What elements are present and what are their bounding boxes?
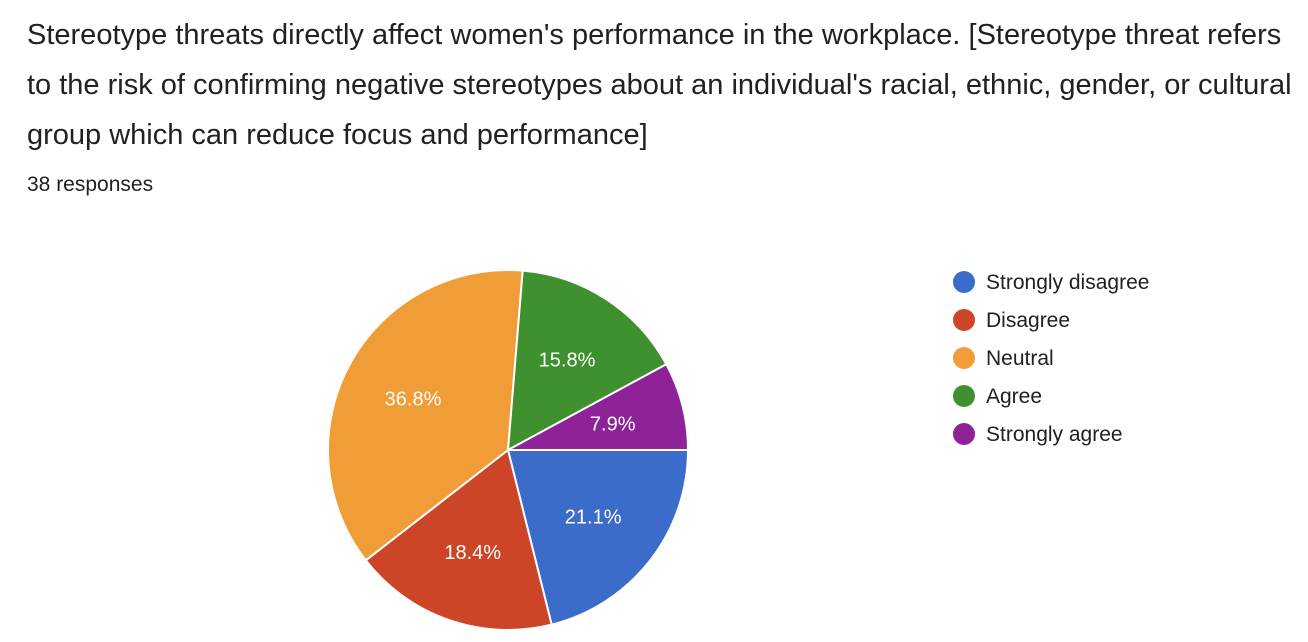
question-title: Stereotype threats directly affect women… bbox=[27, 19, 1292, 151]
slice-label: 36.8% bbox=[385, 389, 442, 411]
slice-label: 7.9% bbox=[590, 413, 636, 435]
legend-swatch bbox=[953, 423, 975, 445]
legend-item[interactable]: Agree bbox=[953, 385, 1042, 408]
pie-slice-strongly-agree[interactable] bbox=[507, 362, 690, 451]
legend-item[interactable]: Strongly agree bbox=[953, 423, 1123, 446]
pie-slice-strongly-disagree[interactable] bbox=[506, 449, 690, 626]
legend-item[interactable]: Disagree bbox=[953, 309, 1070, 332]
legend-label: Disagree bbox=[986, 309, 1070, 332]
pie-slice-agree[interactable] bbox=[506, 269, 668, 452]
pie-slice-disagree[interactable] bbox=[364, 448, 553, 631]
pie-labels: 21.1% 18.4% 36.8% 15.8% 7.9% bbox=[385, 350, 636, 565]
slice-label: 21.1% bbox=[565, 506, 622, 528]
slice-label: 18.4% bbox=[444, 542, 501, 564]
legend-label: Strongly disagree bbox=[986, 271, 1149, 294]
slice-label: 15.8% bbox=[539, 350, 596, 372]
legend: Strongly disagree Disagree Neutral Agree Str… bbox=[953, 271, 1149, 446]
pie-slice-neutral[interactable] bbox=[327, 269, 524, 562]
legend-swatch bbox=[953, 385, 975, 407]
legend-label: Strongly agree bbox=[986, 423, 1123, 446]
legend-item[interactable]: Strongly disagree bbox=[953, 271, 1149, 294]
legend-label: Agree bbox=[986, 385, 1042, 408]
response-count: 38 responses bbox=[27, 173, 154, 196]
legend-swatch bbox=[953, 309, 975, 331]
legend-swatch bbox=[953, 271, 975, 293]
legend-item[interactable]: Neutral bbox=[953, 347, 1054, 370]
pie-slices bbox=[327, 269, 690, 631]
legend-swatch bbox=[953, 347, 975, 369]
legend-label: Neutral bbox=[986, 347, 1054, 370]
